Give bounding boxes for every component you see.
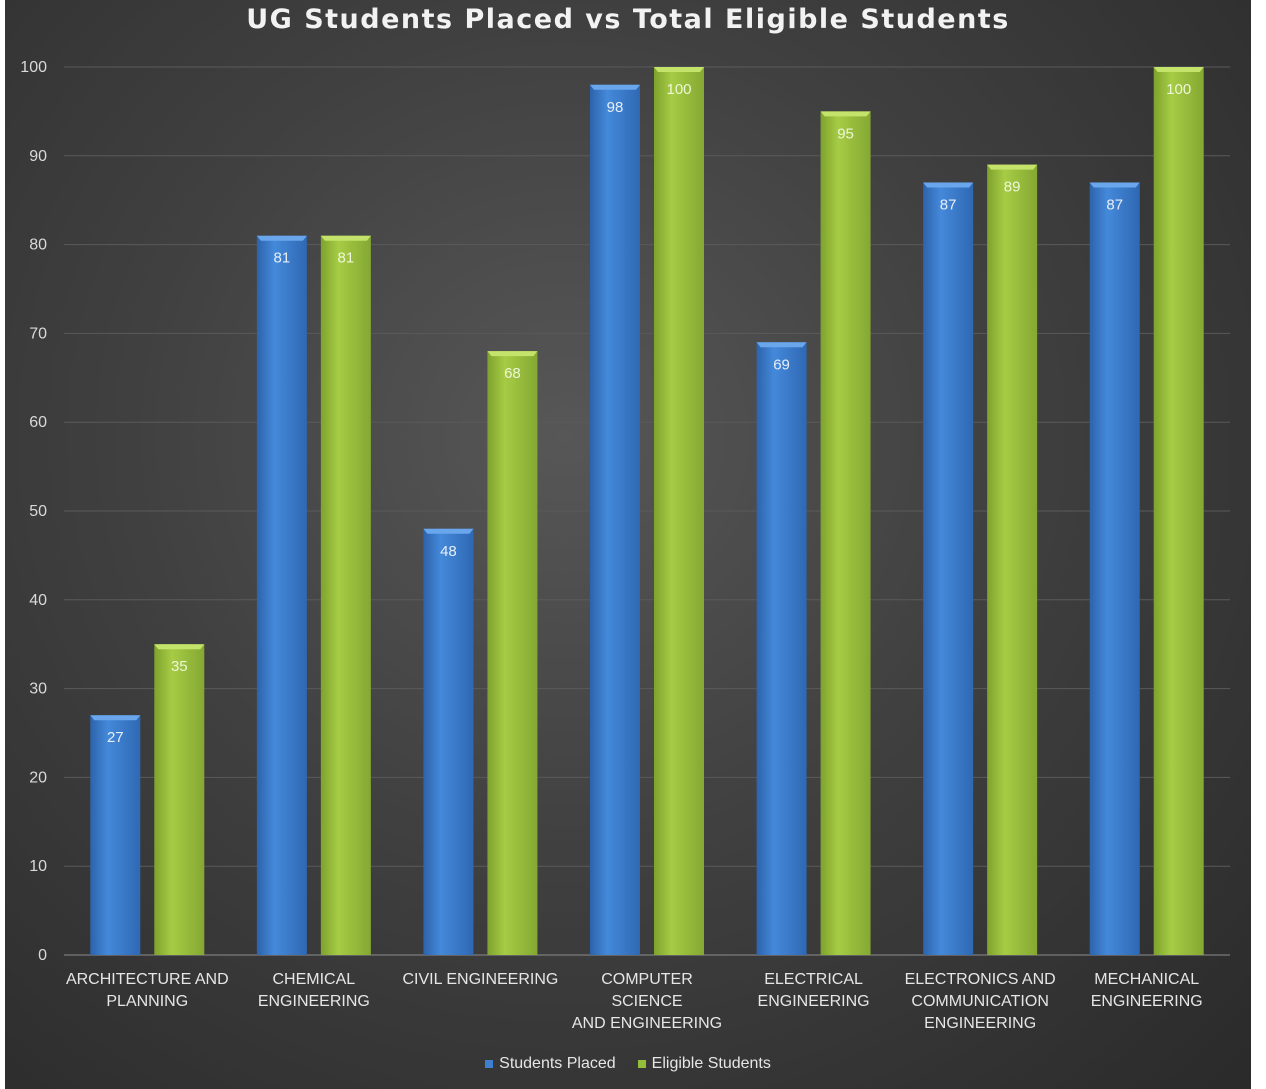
- chart-title: UG Students Placed vs Total Eligible Stu…: [246, 4, 1010, 35]
- x-category-label: COMPUTER SCIENCE AND ENGINEERING: [571, 971, 723, 1032]
- bar-bevel: [590, 84, 640, 90]
- y-tick-label: 0: [38, 947, 47, 964]
- y-tick-label: 60: [29, 414, 47, 431]
- bar-bevel: [320, 235, 371, 241]
- data-label: 81: [274, 250, 291, 267]
- bar-students-placed: [923, 182, 974, 955]
- legend-label: Students Placed: [499, 1055, 616, 1072]
- bar-bevel: [154, 644, 205, 650]
- bar-eligible-students: [820, 111, 871, 955]
- y-tick-label: 70: [29, 325, 47, 342]
- data-label: 27: [107, 729, 124, 746]
- bars: [90, 67, 1204, 956]
- bar-bevel: [820, 111, 871, 117]
- legend-item-students-placed: Students Placed: [485, 1055, 616, 1073]
- legend: Students Placed Eligible Students: [0, 1055, 1256, 1073]
- bar-students-placed: [756, 342, 807, 955]
- x-category-label: ARCHITECTURE AND PLANNING: [65, 971, 229, 1010]
- y-tick-label: 30: [29, 681, 47, 698]
- x-category-label: MECHANICAL ENGINEERING: [1090, 971, 1203, 1010]
- data-label: 98: [607, 99, 624, 116]
- data-label: 69: [773, 356, 790, 373]
- bar-bevel: [923, 182, 974, 188]
- bar-bevel: [487, 351, 538, 357]
- bar-students-placed: [590, 84, 640, 955]
- legend-swatch-green: [637, 1060, 646, 1068]
- legend-label: Eligible Students: [651, 1055, 771, 1072]
- bar-students-placed: [90, 715, 141, 955]
- legend-item-eligible-students: Eligible Students: [637, 1055, 771, 1073]
- y-axis-ticks: 0 10 20 30 40 50 60 70 80 90 100: [20, 59, 47, 964]
- data-label: 100: [666, 81, 691, 98]
- y-tick-label: 80: [29, 237, 47, 254]
- gridlines: [64, 66, 1230, 956]
- data-label: 87: [1106, 196, 1123, 213]
- bar-bevel: [654, 67, 704, 72]
- x-category-label: CIVIL ENGINEERING: [402, 971, 559, 988]
- data-label: 87: [940, 196, 957, 213]
- data-label: 81: [338, 250, 355, 267]
- bar-students-placed: [256, 235, 307, 956]
- y-tick-label: 90: [29, 148, 47, 165]
- data-label: 35: [171, 658, 188, 675]
- bar-eligible-students: [154, 644, 205, 955]
- plot-area: 0 10 20 30 40 50 60 70 80 90 100 27 35 81 81 48 68 98 100…: [20, 59, 1230, 964]
- bar-bevel: [756, 342, 807, 348]
- bar-eligible-students: [987, 164, 1038, 955]
- data-label: 48: [440, 543, 457, 560]
- legend-swatch-blue: [485, 1060, 494, 1068]
- data-labels: 27 35 81 81 48 68 98 100 69 95 87 89 87 100: [107, 81, 1191, 746]
- bar-bevel: [423, 528, 474, 534]
- x-category-label: CHEMICAL ENGINEERING: [257, 971, 370, 1010]
- x-category-label: ELECTRONICS AND COMMUNICATION ENGINEERIN…: [904, 971, 1056, 1032]
- bar-eligible-students: [487, 351, 538, 955]
- data-label: 95: [837, 125, 854, 142]
- y-tick-label: 50: [29, 503, 47, 520]
- bar-eligible-students: [1153, 67, 1204, 955]
- bar-bevel: [1153, 67, 1204, 72]
- bar-eligible-students: [654, 67, 704, 955]
- y-tick-label: 10: [29, 858, 47, 875]
- data-label: 89: [1004, 179, 1021, 196]
- bar-bevel: [1089, 182, 1140, 188]
- bar-bevel: [90, 715, 141, 721]
- bar-eligible-students: [320, 235, 371, 956]
- x-category-label: ELECTRICAL ENGINEERING: [757, 971, 870, 1010]
- data-label: 100: [1166, 81, 1191, 98]
- y-tick-label: 20: [29, 769, 47, 786]
- bar-bevel: [256, 235, 307, 241]
- y-tick-label: 100: [20, 59, 47, 76]
- bar-students-placed: [1089, 182, 1140, 955]
- bar-students-placed: [423, 528, 474, 955]
- data-label: 68: [504, 365, 521, 382]
- bar-bevel: [987, 164, 1038, 170]
- y-tick-label: 40: [29, 592, 47, 609]
